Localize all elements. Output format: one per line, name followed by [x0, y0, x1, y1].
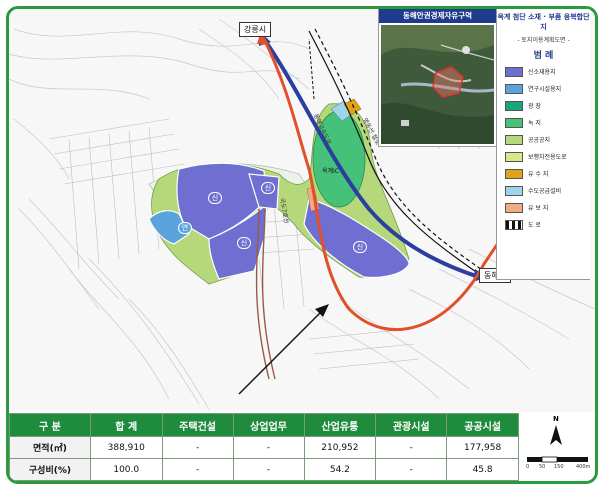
legend-swatch [505, 168, 523, 179]
legend-item: 보행자전용도로 [497, 148, 590, 165]
table-cell: - [232, 458, 305, 481]
site-boundary-outline [432, 66, 464, 98]
national-road-7 [255, 208, 270, 380]
parcel-code-yeon: 연 [178, 222, 192, 234]
legend-swatch [505, 151, 523, 162]
legend-item: 유 수 지 [497, 165, 590, 182]
table-cell: - [232, 436, 305, 459]
scale-tick-3: 400m [576, 464, 591, 470]
map-frame: 강릉시 동해시 신 신 신 신 연 옥계IC 국도7호선 동해고속도로 영동선 … [6, 6, 598, 484]
table-cell: 54.2 [303, 458, 377, 481]
scale-and-north: N 0 50 150 400m [521, 413, 595, 481]
aerial-photo [381, 25, 494, 144]
table-header-cell: 관광시설 [375, 413, 448, 437]
ic-label: 옥계IC [322, 168, 339, 175]
table-cell: 면적(㎡) [9, 436, 91, 459]
north-arrow-icon [550, 425, 562, 445]
table-row: 구성비(%) 100.0- -54.2-45.8 [9, 458, 519, 481]
table-cell: 388,910 [89, 436, 163, 459]
table-cell: 구성비(%) [9, 458, 91, 481]
table-cell: - [375, 458, 448, 481]
legend-swatch [505, 185, 523, 196]
legend-item: 수도공급설비 [497, 182, 590, 199]
north-label: N [553, 415, 559, 423]
legend-label: 연구시설용지 [528, 86, 562, 93]
table-header-cell: 공공시설 [446, 413, 519, 437]
table-cell: 177,958 [446, 436, 519, 459]
scale-tick-1: 50 [539, 464, 546, 470]
research-parcel [148, 210, 190, 245]
legend-label: 녹 지 [528, 120, 541, 127]
legend-label: 수도공급설비 [528, 188, 562, 195]
table-header-cell: 주택건설 [161, 413, 234, 437]
dashed-arrow-north [308, 38, 315, 100]
legend-swatch [505, 83, 523, 94]
legend-label: 유 보 지 [528, 205, 549, 212]
legend-label: 유 수 지 [528, 171, 549, 178]
table-cell: - [161, 436, 234, 459]
legend-item: 신소재용지 [497, 63, 590, 80]
site-name: 옥계 첨단 소재 · 부품 융복합단지 [497, 13, 590, 31]
table-header-cell: 상업업무 [232, 413, 305, 437]
legend-label: 도 로 [528, 222, 541, 229]
legend-panel: 옥계 첨단 소재 · 부품 융복합단지 - 토지이용계획도면 - 범 례 신소재… [496, 9, 590, 280]
parcel-code-sin-1: 신 [208, 192, 222, 204]
legend-swatch [505, 117, 523, 128]
table-header-cell: 합 계 [89, 413, 163, 437]
legend-item: 광 장 [497, 97, 590, 114]
industrial-parcel-northwest [176, 162, 268, 240]
legend-item: 녹 지 [497, 114, 590, 131]
legend-swatch [505, 134, 523, 145]
parcel-code-sin-3: 신 [261, 182, 275, 194]
legend-item: 유 보 지 [497, 199, 590, 216]
scale-tick-0: 0 [526, 464, 530, 470]
legend-swatch [505, 219, 523, 230]
legend-item: 도 로 [497, 216, 590, 233]
parcel-code-sin-4: 신 [353, 241, 367, 253]
railway-line [308, 28, 486, 275]
red-arrow-corridor [262, 38, 505, 332]
table-header-cell: 구 분 [9, 413, 91, 437]
industrial-parcel-east [303, 198, 410, 279]
zone-header: 동해안권경제자유구역 [379, 9, 496, 23]
scale-bar [527, 456, 588, 463]
legend-swatch [505, 100, 523, 111]
legend-swatch [505, 202, 523, 213]
map-type-label: - 토지이용계획도면 - [517, 37, 570, 44]
table-header-cell: 산업유통 [303, 413, 377, 437]
land-use-map: 강릉시 동해시 신 신 신 신 연 옥계IC 국도7호선 동해고속도로 영동선 … [9, 9, 595, 412]
legend-title: 범 례 [533, 51, 554, 61]
legend-label: 공공공지 [528, 137, 551, 144]
legend-label: 보행자전용도로 [528, 154, 567, 161]
table-cell: - [161, 458, 234, 481]
table-cell: 210,952 [303, 436, 377, 459]
scale-tick-2: 150 [554, 464, 564, 470]
table-cell: 45.8 [446, 458, 519, 481]
table-cell: 100.0 [89, 458, 163, 481]
legend-swatch [505, 66, 523, 77]
legend-item: 공공공지 [497, 131, 590, 148]
table-cell: - [375, 436, 448, 459]
legend-label: 신소재용지 [528, 69, 556, 76]
gangneung-label: 강릉시 [239, 22, 272, 37]
blue-arrow-corridor [262, 37, 480, 279]
legend-item: 연구시설용지 [497, 80, 590, 97]
pointer-arrow [238, 308, 325, 395]
legend-label: 광 장 [528, 103, 541, 110]
table-row: 면적(㎡) 388,910- -210,952-177,958 [9, 436, 519, 459]
location-inset: 동해안권경제자유구역 [378, 9, 496, 147]
parcel-code-sin-2: 신 [237, 237, 251, 249]
terrain-contours [9, 18, 595, 410]
